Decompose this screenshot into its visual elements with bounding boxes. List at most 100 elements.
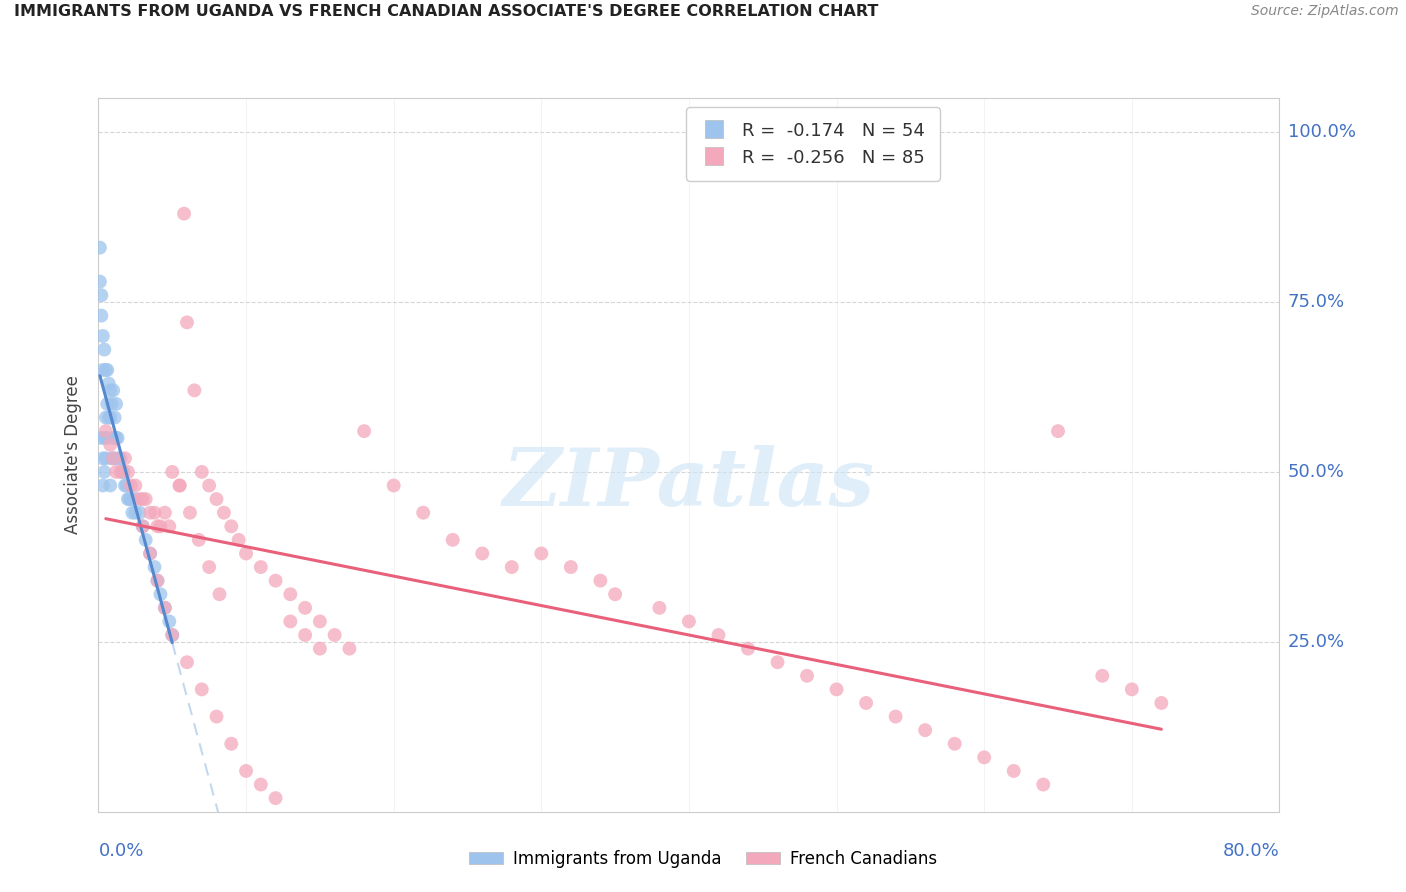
Point: [294, 600, 316, 615]
Point: [135, 533, 157, 547]
Point: [648, 600, 671, 615]
Point: [278, 587, 302, 601]
Point: [323, 628, 346, 642]
Point: [94, 424, 117, 438]
Point: [187, 533, 209, 547]
Text: 75.0%: 75.0%: [1288, 293, 1346, 311]
Point: [98, 438, 121, 452]
Legend: R =  -0.174   N = 54, R =  -0.256   N = 85: R = -0.174 N = 54, R = -0.256 N = 85: [686, 107, 939, 181]
Point: [90, 288, 112, 302]
Text: 0.0%: 0.0%: [98, 842, 143, 860]
Point: [1032, 778, 1054, 792]
Point: [825, 682, 848, 697]
Point: [132, 519, 155, 533]
Point: [103, 431, 125, 445]
Point: [855, 696, 877, 710]
Point: [1091, 669, 1114, 683]
Point: [212, 506, 235, 520]
Point: [441, 533, 464, 547]
Text: 80.0%: 80.0%: [1223, 842, 1279, 860]
Point: [139, 546, 162, 560]
Point: [1046, 424, 1069, 438]
Point: [104, 410, 127, 425]
Point: [91, 451, 114, 466]
Point: [382, 478, 405, 492]
Point: [169, 478, 191, 492]
Point: [107, 431, 129, 445]
Point: [128, 492, 150, 507]
Y-axis label: Associate's Degree: Associate's Degree: [65, 376, 83, 534]
Point: [228, 533, 250, 547]
Point: [98, 478, 121, 492]
Point: [89, 275, 111, 289]
Point: [198, 478, 221, 492]
Point: [173, 207, 195, 221]
Point: [110, 465, 132, 479]
Point: [112, 465, 135, 479]
Point: [91, 329, 114, 343]
Point: [162, 628, 183, 642]
Point: [91, 363, 114, 377]
Point: [235, 764, 257, 778]
Point: [114, 478, 136, 492]
Point: [309, 641, 332, 656]
Legend: Immigrants from Uganda, French Canadians: Immigrants from Uganda, French Canadians: [463, 844, 943, 875]
Point: [914, 723, 936, 738]
Point: [149, 587, 172, 601]
Point: [943, 737, 966, 751]
Point: [111, 465, 134, 479]
Point: [530, 546, 553, 560]
Point: [110, 451, 132, 466]
Point: [146, 574, 169, 588]
Point: [176, 655, 198, 669]
Point: [93, 343, 115, 357]
Point: [100, 397, 122, 411]
Point: [91, 478, 114, 492]
Point: [90, 431, 112, 445]
Point: [250, 560, 273, 574]
Point: [884, 709, 907, 723]
Point: [97, 410, 120, 425]
Point: [294, 628, 316, 642]
Point: [264, 574, 287, 588]
Point: [183, 384, 205, 398]
Point: [103, 451, 125, 466]
Point: [353, 424, 375, 438]
Point: [121, 506, 143, 520]
Point: [1002, 764, 1025, 778]
Point: [153, 506, 176, 520]
Point: [162, 465, 183, 479]
Point: [219, 519, 242, 533]
Point: [337, 641, 360, 656]
Point: [1121, 682, 1143, 697]
Point: [94, 410, 117, 425]
Point: [412, 506, 434, 520]
Point: [153, 600, 176, 615]
Point: [153, 600, 176, 615]
Point: [104, 451, 127, 466]
Point: [560, 560, 582, 574]
Point: [205, 709, 228, 723]
Point: [309, 615, 332, 629]
Point: [235, 546, 257, 560]
Point: [108, 451, 131, 466]
Point: [278, 615, 302, 629]
Text: 25.0%: 25.0%: [1288, 632, 1346, 651]
Point: [94, 451, 117, 466]
Point: [139, 546, 162, 560]
Point: [143, 560, 166, 574]
Point: [105, 465, 128, 479]
Point: [100, 451, 122, 466]
Point: [90, 309, 112, 323]
Point: [124, 478, 146, 492]
Point: [737, 641, 759, 656]
Point: [103, 384, 125, 398]
Point: [115, 478, 138, 492]
Point: [128, 506, 150, 520]
Text: 100.0%: 100.0%: [1288, 123, 1355, 141]
Point: [766, 655, 789, 669]
Point: [264, 791, 287, 805]
Point: [98, 384, 121, 398]
Point: [93, 465, 115, 479]
Point: [678, 615, 700, 629]
